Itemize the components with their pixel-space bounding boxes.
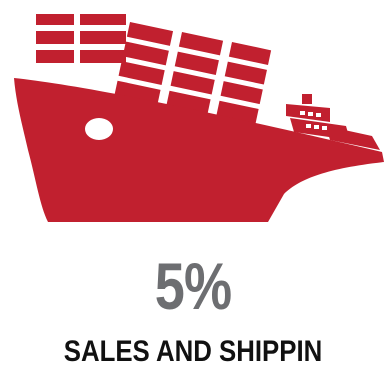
container-6 [80, 50, 126, 63]
stat-label: SALES AND SHIPPIN [63, 335, 323, 368]
porthole [85, 118, 113, 140]
container-4 [80, 31, 126, 44]
container-1 [36, 14, 74, 25]
cargo-ship-icon [14, 14, 384, 222]
container-2 [80, 14, 126, 25]
container-3 [36, 31, 74, 44]
container-5 [36, 50, 74, 63]
stat-value: 5% [154, 249, 232, 323]
